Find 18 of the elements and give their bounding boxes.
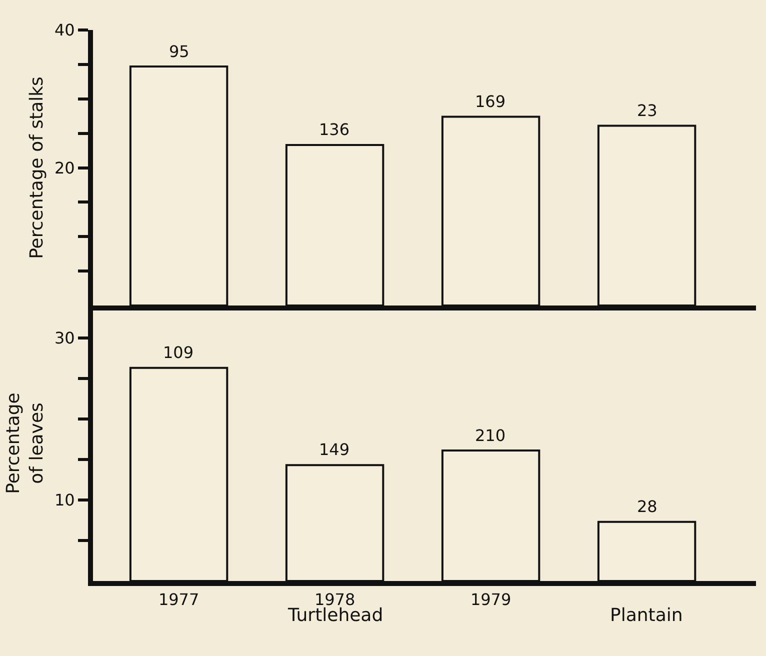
annotation: 109 <box>163 343 194 362</box>
annotation: 210 <box>475 426 506 445</box>
annotation: 149 <box>319 440 350 459</box>
annotation: 28 <box>637 497 658 516</box>
y-axis-title: Percentage of leaves <box>3 392 48 494</box>
annotation: 23 <box>637 101 658 120</box>
annotation: 169 <box>475 92 506 111</box>
text: Turtlehead <box>287 605 384 626</box>
x-tick-label: 1979 <box>470 590 512 610</box>
text: Plantain <box>610 605 683 626</box>
y-tick-label: 40 <box>54 20 75 40</box>
x-tick-label: 1977 <box>158 590 200 610</box>
y-tick-label: 10 <box>54 490 75 510</box>
annotation: 136 <box>319 120 350 139</box>
y-axis-title: Percentage of stalks <box>26 76 48 259</box>
y-tick-label: 20 <box>54 158 75 178</box>
annotation: 95 <box>169 42 190 61</box>
y-tick-label: 30 <box>54 328 75 348</box>
